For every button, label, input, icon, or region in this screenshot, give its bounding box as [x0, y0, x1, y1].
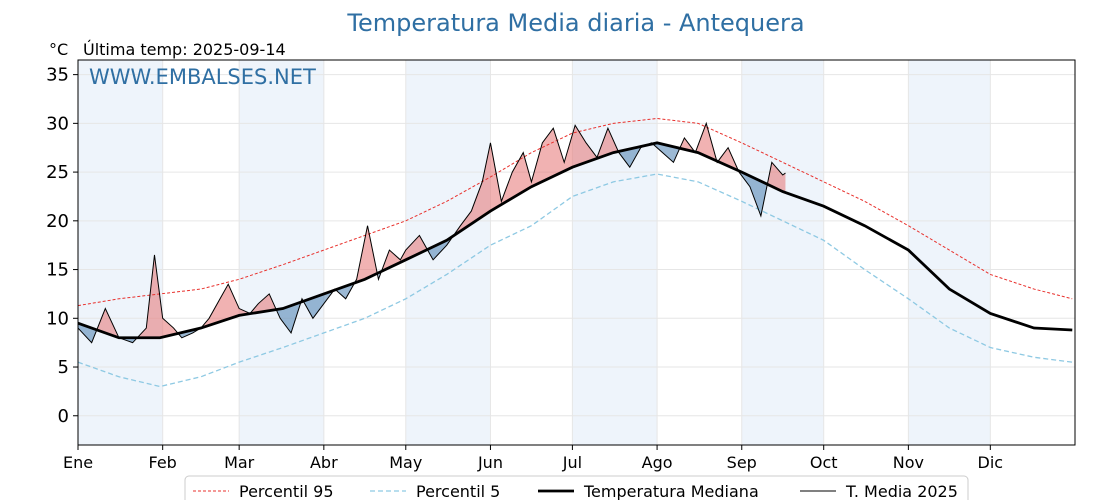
y-tick-label-10: 10	[46, 308, 69, 329]
above-median-fill	[200, 284, 277, 329]
x-tick-label-jun: Jun	[477, 453, 503, 472]
month-shade-ene	[78, 60, 163, 445]
x-tick-label-dic: Dic	[978, 453, 1004, 472]
x-tick-label-feb: Feb	[149, 453, 177, 472]
x-axis-ticks: Ene Feb Mar Abr May Jun Jul Ago Sep Oct Nov Dic	[63, 445, 1003, 472]
legend: Percentil 95 Percentil 5 Temperatura Media…	[184, 475, 969, 500]
series-line-media-2025	[77, 121, 786, 344]
month-shading	[78, 60, 991, 445]
below-median-fill	[304, 290, 334, 319]
y-tick-label-20: 20	[46, 211, 69, 232]
y-tick-label-30: 30	[46, 113, 69, 134]
above-median-fill	[355, 225, 378, 283]
x-tick-label-oct: Oct	[810, 453, 838, 472]
x-tick-label-jul: Jul	[562, 453, 582, 472]
y-tick-label-15: 15	[46, 260, 69, 281]
below-median-fill	[427, 236, 453, 260]
y-axis-unit: °C	[49, 40, 68, 59]
x-tick-label-nov: Nov	[893, 453, 924, 472]
x-tick-label-ene: Ene	[63, 453, 93, 472]
chart-title: Temperatura Media diaria - Antequera	[346, 9, 804, 37]
chart-subtitle: Última temp: 2025-09-14	[83, 40, 286, 59]
month-shade-nov	[908, 60, 991, 445]
above-median-fill	[718, 147, 738, 171]
month-shade-sep	[741, 60, 824, 445]
series-lines	[77, 117, 1073, 388]
x-tick-label-abr: Abr	[310, 453, 338, 472]
y-tick-label-0: 0	[58, 406, 69, 427]
month-shade-mar	[239, 60, 324, 445]
legend-item-p5-label: Percentil 5	[416, 482, 500, 500]
series-line-median	[77, 141, 1073, 340]
legend-box	[184, 475, 969, 500]
legend-item-media-2025-label: T. Media 2025	[845, 482, 958, 500]
month-shade-jul	[572, 60, 658, 445]
x-tick-label-may: May	[389, 453, 422, 472]
below-median-fill	[336, 283, 354, 299]
y-tick-label-5: 5	[58, 357, 69, 378]
series-line-p5	[77, 173, 1073, 388]
y-axis-ticks: 0 5 10 15 20 25 30 35	[46, 65, 78, 427]
x-tick-label-ago: Ago	[642, 453, 673, 472]
plot-frame	[77, 59, 1076, 446]
y-tick-label-35: 35	[46, 65, 69, 86]
x-tick-label-mar: Mar	[224, 453, 255, 472]
x-tick-label-sep: Sep	[727, 453, 757, 472]
legend-item-p95-label: Percentil 95	[239, 482, 334, 500]
y-tick-label-25: 25	[46, 162, 69, 183]
watermark: WWW.EMBALSES.NET	[89, 65, 316, 89]
legend-item-median-label: Temperatura Mediana	[583, 482, 759, 500]
above-median-fill	[696, 123, 716, 161]
